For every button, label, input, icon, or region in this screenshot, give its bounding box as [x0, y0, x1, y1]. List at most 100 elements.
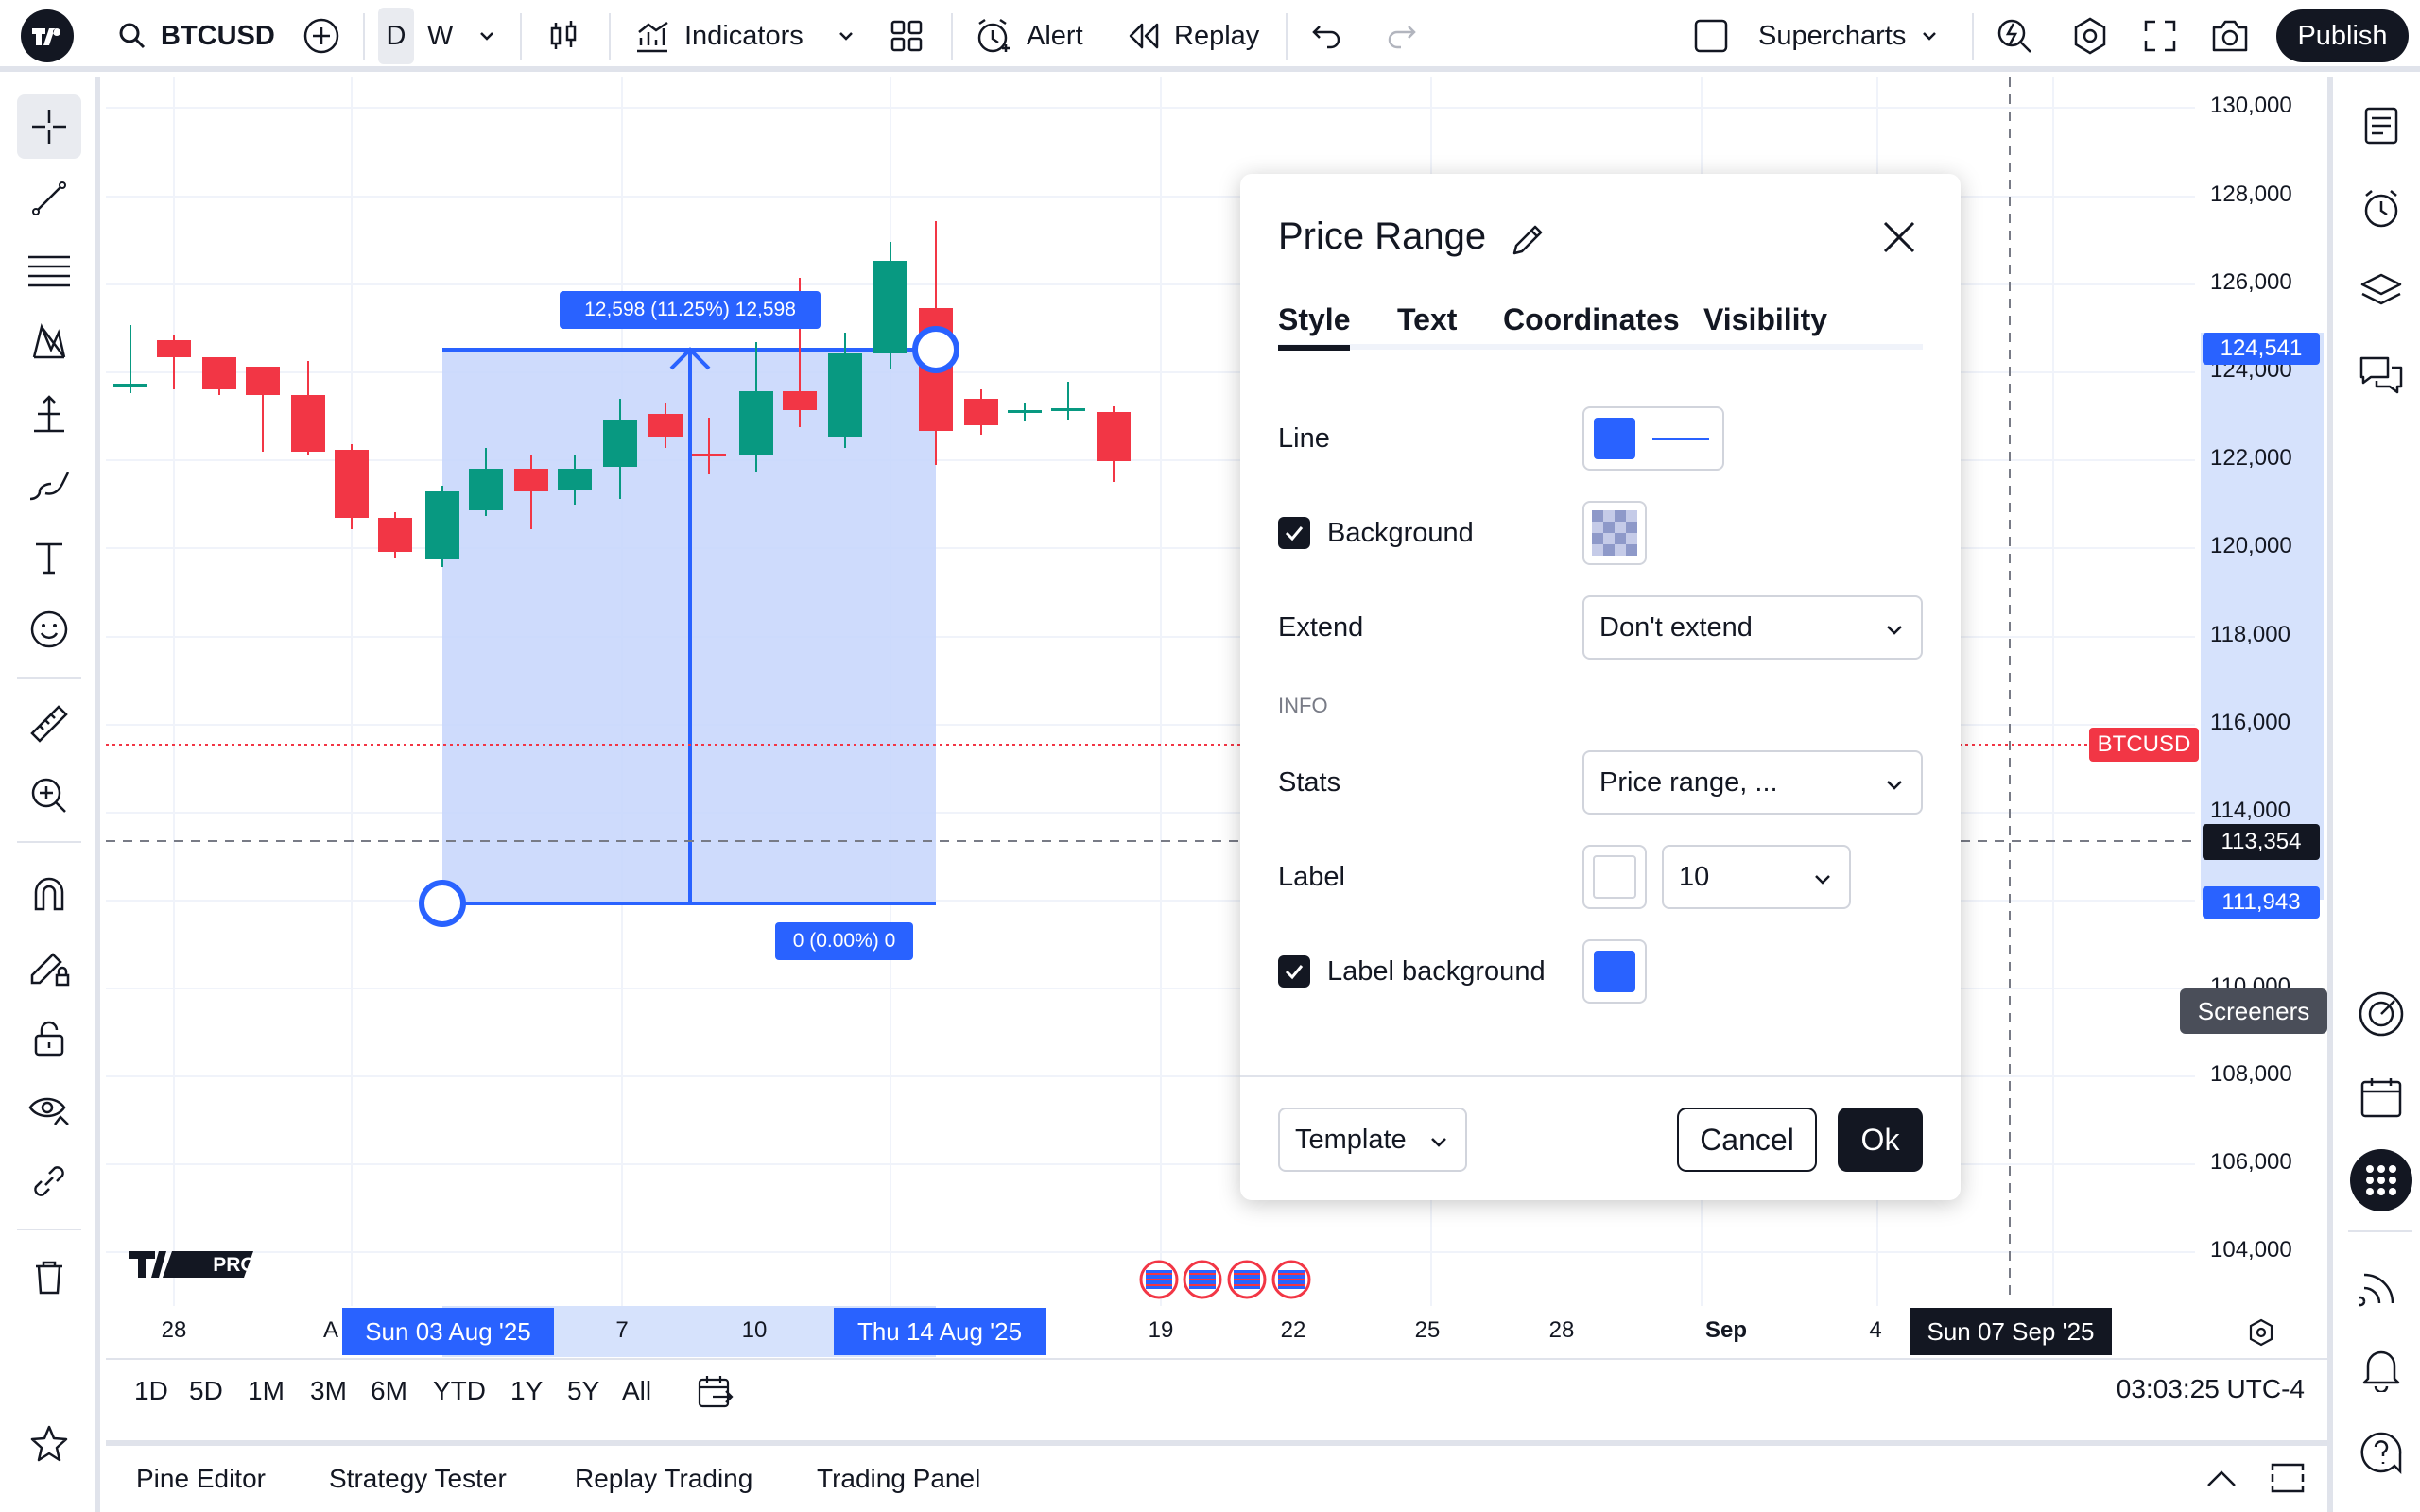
- stay-drawing-tool[interactable]: [17, 934, 81, 998]
- chart-type-button[interactable]: [544, 0, 582, 72]
- timeframe-1d[interactable]: 1D: [134, 1376, 168, 1405]
- interval-d-button[interactable]: D: [378, 8, 414, 64]
- text-tool[interactable]: [17, 525, 81, 590]
- background-checkbox[interactable]: [1278, 517, 1310, 549]
- brush-tool[interactable]: [17, 454, 81, 518]
- range-handle-end[interactable]: [912, 326, 959, 373]
- tradingview-logo[interactable]: [21, 0, 74, 72]
- timeframe-1y[interactable]: 1Y: [510, 1376, 544, 1405]
- hide-drawings-tool[interactable]: [17, 1077, 81, 1142]
- lock-drawings-tool[interactable]: [17, 1005, 81, 1070]
- indicators-button[interactable]: Indicators: [633, 0, 804, 72]
- bottom-tab-replay-trading[interactable]: Replay Trading: [575, 1464, 753, 1493]
- remove-drawings-tool[interactable]: [17, 1246, 81, 1310]
- price-axis[interactable]: 130,000 128,000 126,000 124,000 122,000 120,0…: [2203, 77, 2324, 1306]
- stats-select[interactable]: Price range, ...: [1582, 750, 1923, 815]
- candle-body: [692, 454, 726, 456]
- dialog-tabs: Style Text Coordinates Visibility: [1278, 302, 1923, 351]
- favorites-tool[interactable]: [17, 1412, 81, 1476]
- undo-button[interactable]: [1310, 0, 1344, 72]
- timeframe-5y[interactable]: 5Y: [567, 1376, 600, 1405]
- bottom-tab-trading-panel[interactable]: Trading Panel: [817, 1464, 981, 1493]
- close-button[interactable]: [1879, 217, 1919, 262]
- compare-button[interactable]: [302, 0, 340, 72]
- screeners-button[interactable]: [2350, 983, 2412, 1045]
- pro-badge: PRO: [213, 1254, 256, 1276]
- timezone-clock[interactable]: 03:03:25 UTC-4: [2116, 1374, 2305, 1403]
- zoom-tool[interactable]: [17, 764, 81, 828]
- timeframe-1m[interactable]: 1M: [248, 1376, 285, 1405]
- timeframe-all[interactable]: All: [622, 1376, 652, 1405]
- streams-button[interactable]: [2350, 1255, 2412, 1317]
- ruler-icon: [30, 705, 68, 743]
- chart-pane[interactable]: 130,000 128,000 126,000 124,000 122,000 120,0…: [106, 77, 2327, 1435]
- indicators-dropdown[interactable]: [836, 0, 856, 72]
- layout-select[interactable]: [1692, 0, 1730, 72]
- go-to-date-button[interactable]: [696, 1374, 735, 1417]
- timeframe-3m[interactable]: 3M: [310, 1376, 347, 1405]
- trend-line-tool[interactable]: [17, 166, 81, 231]
- projection-tool[interactable]: [17, 382, 81, 446]
- snapshot-button[interactable]: [2210, 0, 2250, 72]
- tab-text[interactable]: Text: [1397, 302, 1458, 336]
- rename-button[interactable]: [1509, 221, 1547, 264]
- measure-tool[interactable]: [17, 692, 81, 756]
- tab-style[interactable]: Style: [1278, 302, 1351, 351]
- fullscreen-button[interactable]: [2142, 0, 2178, 72]
- line-style-picker[interactable]: [1582, 406, 1724, 471]
- tab-visibility[interactable]: Visibility: [1703, 302, 1828, 336]
- cancel-button[interactable]: Cancel: [1677, 1108, 1817, 1172]
- timeframe-5d[interactable]: 5D: [189, 1376, 223, 1405]
- label-background-checkbox[interactable]: [1278, 955, 1310, 988]
- emoji-tool[interactable]: [17, 597, 81, 662]
- publish-button[interactable]: Publish: [2276, 9, 2409, 62]
- layout-name-button[interactable]: Supercharts: [1758, 0, 1940, 72]
- object-tree-button[interactable]: [2350, 261, 2412, 323]
- settings-button[interactable]: [2070, 0, 2110, 72]
- date-axis-label: 28: [161, 1317, 187, 1343]
- symbol-search[interactable]: BTCUSD: [117, 0, 275, 72]
- date-axis-label: Sep: [1704, 1317, 1747, 1343]
- tab-coordinates[interactable]: Coordinates: [1503, 302, 1680, 336]
- economic-events[interactable]: [1139, 1260, 1311, 1299]
- chats-button[interactable]: [2350, 344, 2412, 406]
- pattern-tool[interactable]: [17, 310, 81, 374]
- label-size-select[interactable]: 10: [1662, 845, 1851, 909]
- chart-canvas[interactable]: [106, 77, 2327, 1435]
- timeframe-6m[interactable]: 6M: [371, 1376, 407, 1405]
- extend-select[interactable]: Don't extend: [1582, 595, 1923, 660]
- label-color-fill: [1593, 855, 1636, 899]
- timeframe-ytd[interactable]: YTD: [433, 1376, 486, 1405]
- interval-w-button[interactable]: W: [427, 0, 453, 72]
- candle-body: [1097, 412, 1131, 461]
- panel-layout-button[interactable]: [2269, 1461, 2307, 1500]
- calendar-button[interactable]: [2350, 1066, 2412, 1128]
- fib-tool[interactable]: [17, 238, 81, 302]
- background-color-swatch[interactable]: [1582, 501, 1647, 565]
- maximize-panel-button[interactable]: [2203, 1461, 2240, 1500]
- template-select[interactable]: Template: [1278, 1108, 1467, 1172]
- crosshair-tool[interactable]: [17, 94, 81, 159]
- watchlist-button[interactable]: [2350, 94, 2412, 157]
- range-handle-start[interactable]: [419, 880, 466, 927]
- candle-body: [378, 518, 412, 552]
- label-color-swatch[interactable]: [1582, 845, 1647, 909]
- alerts-panel-button[interactable]: [2350, 178, 2412, 240]
- redo-button[interactable]: [1384, 0, 1418, 72]
- products-button[interactable]: [2350, 1149, 2412, 1211]
- bottom-tab-strategy-tester[interactable]: Strategy Tester: [329, 1464, 507, 1493]
- magnet-tool[interactable]: [17, 862, 81, 926]
- interval-dropdown[interactable]: [476, 0, 497, 72]
- label-background-swatch[interactable]: [1582, 939, 1647, 1004]
- bottom-tab-pine-editor[interactable]: Pine Editor: [136, 1464, 266, 1493]
- axis-settings-button[interactable]: [2246, 1317, 2276, 1352]
- ok-button[interactable]: Ok: [1838, 1108, 1923, 1172]
- eye-icon: [28, 1097, 69, 1125]
- help-button[interactable]: [2350, 1421, 2412, 1484]
- quick-search-button[interactable]: [1995, 0, 2034, 72]
- replay-button[interactable]: Replay: [1127, 0, 1259, 72]
- alert-button[interactable]: Alert: [974, 0, 1083, 72]
- link-tool[interactable]: [17, 1149, 81, 1213]
- layouts-button[interactable]: [889, 0, 925, 72]
- notifications-button[interactable]: [2350, 1338, 2412, 1400]
